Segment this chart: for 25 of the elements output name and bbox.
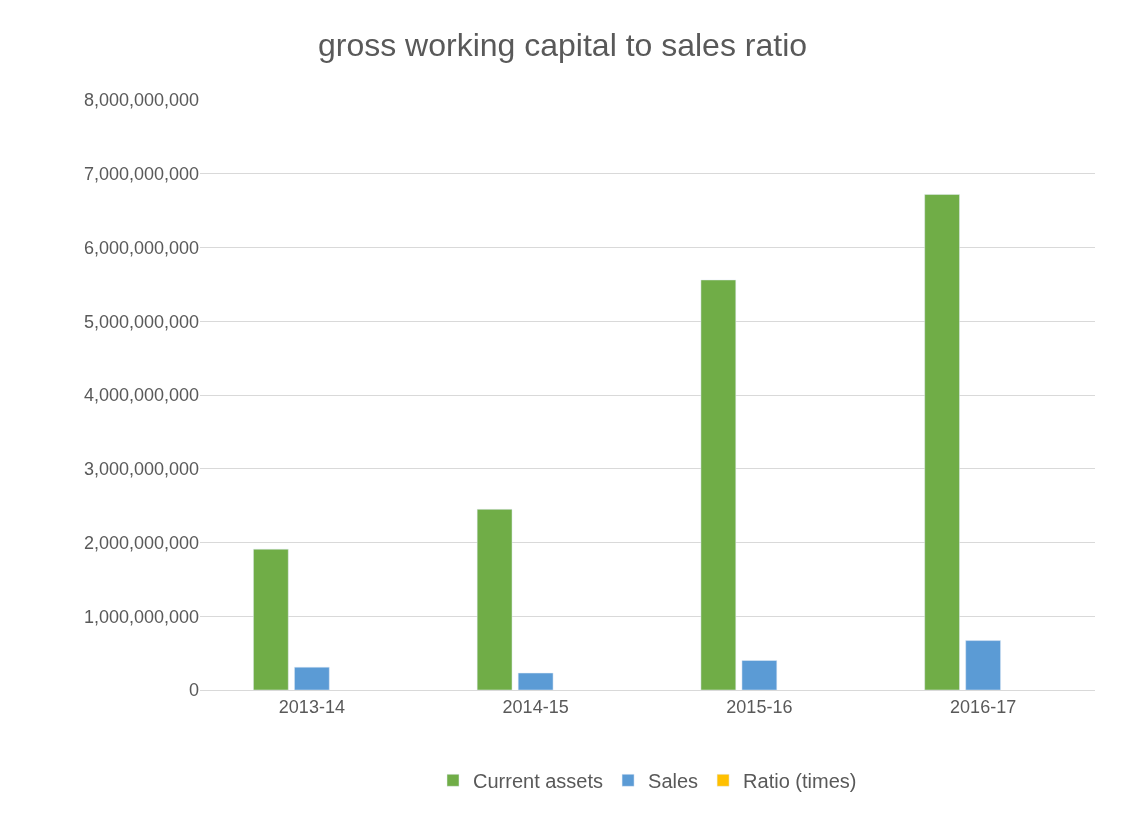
legend-label: Sales — [648, 770, 699, 793]
y-tick-label: 6,000,000,000 — [83, 237, 199, 258]
x-tick-label: 2015-16 — [726, 696, 793, 717]
y-tick-label: 5,000,000,000 — [83, 311, 199, 332]
bar — [700, 279, 737, 690]
legend-label: Ratio (times) — [743, 770, 857, 793]
y-tick-label: 8,000,000,000 — [83, 90, 199, 111]
y-tick-label: 0 — [188, 680, 199, 701]
legend-label: Current assets — [473, 770, 604, 793]
y-tick-label: 7,000,000,000 — [83, 164, 199, 185]
bar — [965, 640, 1001, 690]
bar — [924, 194, 960, 690]
bar — [476, 509, 513, 690]
y-tick-label: 1,000,000,000 — [83, 606, 199, 627]
y-tick-label: 3,000,000,000 — [83, 459, 199, 480]
bar — [741, 660, 778, 690]
y-tick-label: 4,000,000,000 — [83, 385, 199, 406]
bar — [517, 672, 554, 690]
bar — [253, 548, 289, 690]
bar — [294, 666, 330, 690]
chart-title: gross working capital to sales ratio — [317, 26, 808, 63]
x-tick-label: 2013-14 — [278, 696, 345, 717]
x-tick-label: 2014-15 — [502, 696, 569, 717]
y-tick-label: 2,000,000,000 — [83, 532, 199, 553]
x-tick-label: 2016-17 — [950, 696, 1017, 717]
